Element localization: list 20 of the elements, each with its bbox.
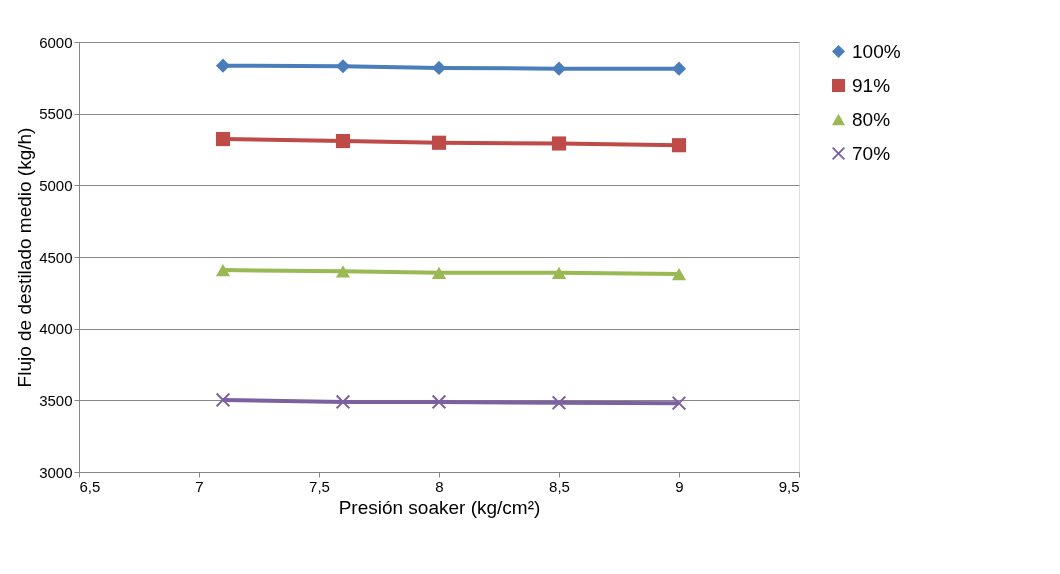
- x-axis-title: Presión soaker (kg/cm²): [338, 496, 541, 518]
- x-tick-label: 7,5: [309, 477, 330, 495]
- legend-label: 100%: [852, 40, 901, 62]
- x-tick-label: 9,5: [778, 477, 800, 495]
- x-tick-label: 9: [675, 477, 684, 495]
- y-tick-label: 4500: [39, 248, 73, 266]
- legend-label: 91%: [852, 74, 891, 96]
- y-tick-label: 4000: [39, 320, 73, 338]
- y-tick-label: 6000: [39, 33, 73, 51]
- x-tick-label: 8: [435, 477, 444, 495]
- x-tick-label: 8,5: [549, 477, 570, 495]
- y-tick-label: 5000: [39, 176, 73, 194]
- y-axis-title: Flujo de destilado medio (kg/h): [14, 127, 36, 388]
- y-tick-label: 3000: [39, 463, 73, 481]
- y-tick-label: 5500: [39, 105, 73, 123]
- x-tick-label: 6,5: [79, 477, 101, 495]
- x-tick-label: 7: [195, 477, 204, 495]
- y-tick-label: 3500: [39, 391, 73, 409]
- legend-label: 80%: [852, 108, 891, 130]
- legend-label: 70%: [852, 142, 891, 164]
